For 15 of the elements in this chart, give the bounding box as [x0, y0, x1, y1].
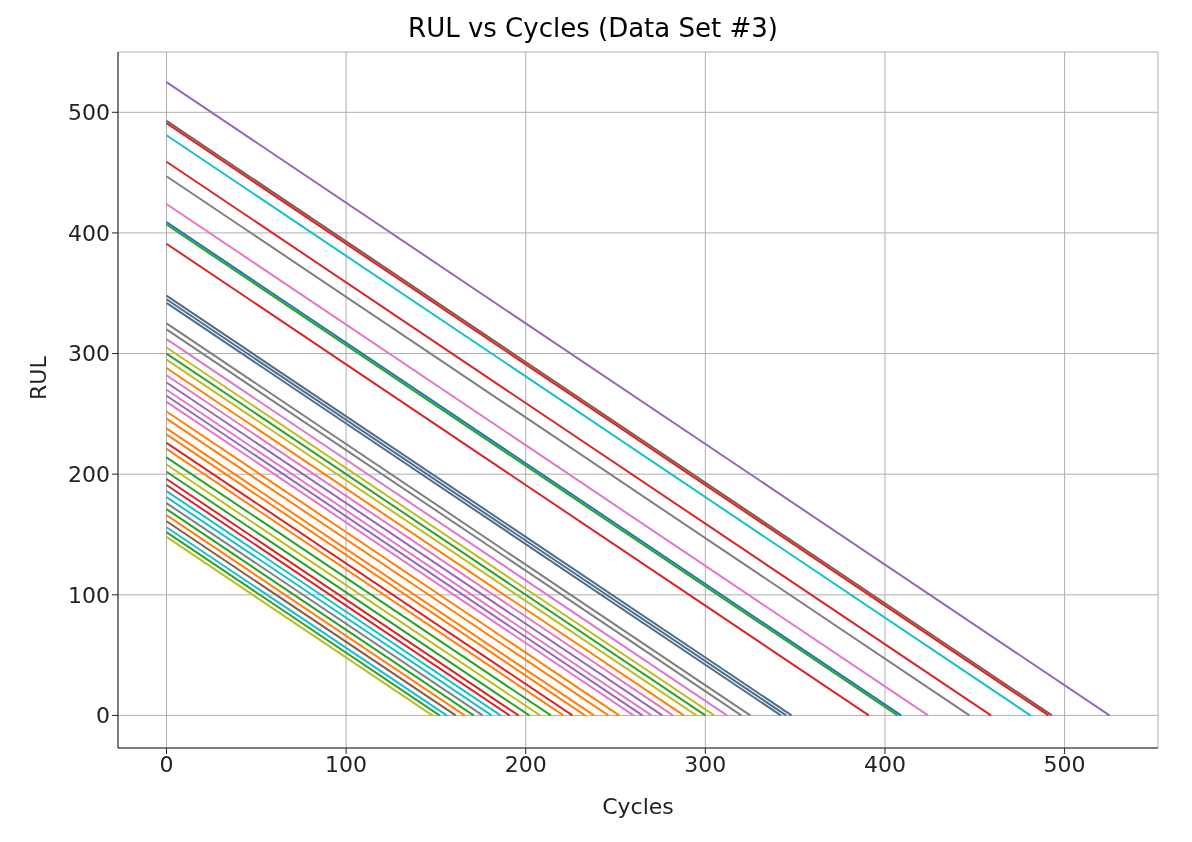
- x-tick-label: 200: [504, 751, 547, 777]
- y-tick-label: 0: [96, 703, 110, 729]
- y-tick-label: 100: [68, 582, 110, 608]
- y-axis-title: RUL: [25, 355, 51, 400]
- y-tick-label: 400: [68, 220, 110, 246]
- y-tick-label: 300: [68, 341, 110, 367]
- x-tick-label: 300: [684, 751, 727, 777]
- x-tick-label: 0: [159, 751, 174, 777]
- chart-title: RUL vs Cycles (Data Set #3): [407, 12, 779, 45]
- x-axis-title: Cycles: [602, 794, 674, 819]
- y-tick-label: 200: [68, 461, 110, 487]
- x-tick-label: 100: [325, 751, 368, 777]
- y-tick-label: 500: [68, 100, 110, 126]
- x-tick-label: 400: [863, 751, 906, 777]
- x-tick-label: 500: [1043, 751, 1086, 777]
